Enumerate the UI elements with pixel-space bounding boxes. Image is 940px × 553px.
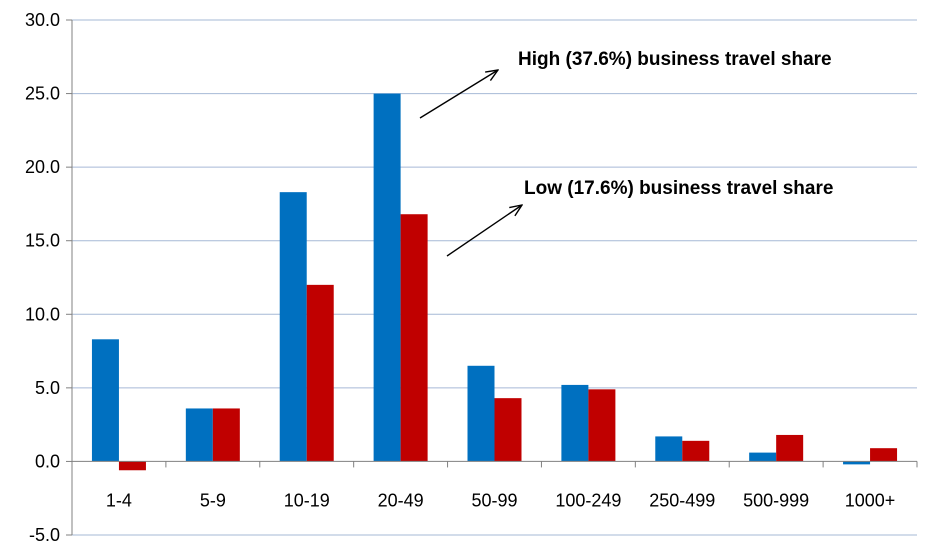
x-tick-label: 1000+ (845, 490, 896, 510)
y-tick-label: 15.0 (25, 231, 60, 251)
annotations: High (37.6%) business travel share Low (… (419, 49, 833, 257)
bar-series-1-50-99 (467, 365, 495, 462)
y-tick-label: 20.0 (25, 157, 60, 177)
bar-series-1-1000+ (843, 461, 871, 465)
y-tick-label: 25.0 (25, 84, 60, 104)
y-tick-label: 5.0 (35, 378, 60, 398)
bar-series-2-50-99 (494, 398, 522, 462)
bar-series-1-100-249 (561, 384, 589, 462)
y-axis: -5.0 0.0 5.0 10.0 15.0 20.0 25.0 30.0 (25, 10, 73, 545)
y-tick-label: 30.0 (25, 10, 60, 30)
annotation-low: Low (17.6%) business travel share (524, 178, 833, 199)
bar-series-1-1-4 (91, 339, 119, 462)
bar-series-2-100-249 (588, 389, 616, 462)
gridlines (72, 19, 917, 536)
x-tick-label: 20-49 (378, 490, 424, 510)
annotation-arrow-low (446, 205, 522, 257)
bar-series-2-1-4 (118, 461, 146, 471)
bar-series-2-10-19 (306, 284, 334, 462)
annotation-arrow-high (419, 70, 498, 119)
x-tick-label: 250-499 (649, 490, 715, 510)
bar-series-2-20-49 (400, 214, 428, 462)
bar-series-1-20-49 (373, 93, 401, 462)
bar-series-2-5-9 (212, 408, 240, 462)
bar-series-1-500-999 (749, 452, 777, 462)
y-tick-label: 10.0 (25, 304, 60, 324)
bar-series-2-1000+ (870, 448, 898, 462)
x-tick-label: 1-4 (106, 490, 132, 510)
x-tick-label: 50-99 (471, 490, 517, 510)
x-tick-label: 100-249 (555, 490, 621, 510)
x-axis: 1-4 5-9 10-19 20-49 50-99 100-249 250-499 500-9… (71, 460, 918, 510)
bar-series-1-10-19 (279, 192, 307, 462)
x-tick-label: 5-9 (200, 490, 226, 510)
bar-series-1-250-499 (655, 436, 683, 462)
y-tick-label: -5.0 (29, 525, 60, 545)
annotation-high: High (37.6%) business travel share (518, 49, 832, 70)
x-tick-label: 500-999 (743, 490, 809, 510)
bar-series-1-5-9 (185, 408, 213, 462)
bar-series-2-250-499 (682, 440, 710, 462)
y-tick-label: 0.0 (35, 451, 60, 471)
bars (91, 93, 898, 471)
bar-series-2-500-999 (776, 434, 804, 462)
x-tick-label: 10-19 (284, 490, 330, 510)
